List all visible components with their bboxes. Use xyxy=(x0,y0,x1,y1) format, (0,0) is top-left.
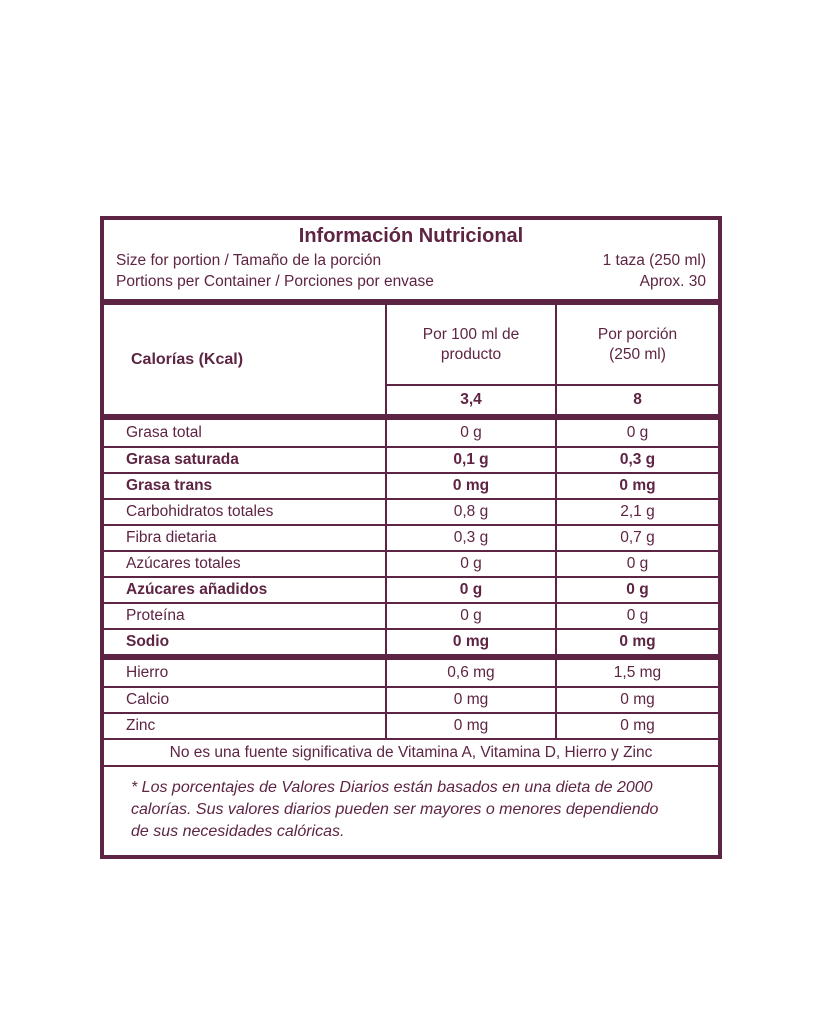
value-per-portion: 0,3 g xyxy=(555,448,718,472)
table-row-grasa-saturada: Grasa saturada 0,1 g 0,3 g xyxy=(104,446,718,472)
table-row-hierro: Hierro 0,6 mg 1,5 mg xyxy=(104,660,718,686)
calories-row-label: Calorías (Kcal) xyxy=(131,350,244,368)
calories-value-per-portion: 8 xyxy=(555,386,718,414)
significance-note: No es una fuente significativa de Vitami… xyxy=(104,738,718,765)
value-per-portion: 1,5 mg xyxy=(555,660,718,686)
value-per-100ml: 0 mg xyxy=(385,714,555,738)
value-per-100ml: 0,8 g xyxy=(385,500,555,524)
servings-per-container-label: Portions per Container / Porciones por e… xyxy=(116,273,434,290)
nutrient-name: Zinc xyxy=(126,717,156,734)
value-per-portion: 0 g xyxy=(555,420,718,446)
servings-per-container-value: Aprox. 30 xyxy=(639,273,706,290)
table-row-fibra-dietaria: Fibra dietaria 0,3 g 0,7 g xyxy=(104,524,718,550)
value-per-100ml: 0 mg xyxy=(385,630,555,654)
value-per-100ml: 0 mg xyxy=(385,688,555,712)
nutrient-name: Grasa saturada xyxy=(126,451,239,468)
calories-section: Calorías (Kcal) Por 100 ml de producto P… xyxy=(104,299,718,414)
calories-value-per-100ml: 3,4 xyxy=(385,386,555,414)
nutrient-name: Hierro xyxy=(126,664,169,681)
value-per-portion: 0 mg xyxy=(555,688,718,712)
nutrient-name: Carbohidratos totales xyxy=(126,503,274,520)
value-per-portion: 0 mg xyxy=(555,630,718,654)
value-per-portion: 0 mg xyxy=(555,714,718,738)
nutrient-name: Proteína xyxy=(126,607,185,624)
value-per-100ml: 0,3 g xyxy=(385,526,555,550)
nutrient-name: Grasa total xyxy=(126,424,202,441)
table-row-sodio: Sodio 0 mg 0 mg xyxy=(104,628,718,654)
label-header: Información Nutricional Size for portion… xyxy=(104,220,718,299)
nutrient-name: Azúcares añadidos xyxy=(126,581,268,598)
nutrition-label: Información Nutricional Size for portion… xyxy=(100,216,722,859)
value-per-portion: 0 g xyxy=(555,578,718,602)
value-per-100ml: 0 mg xyxy=(385,474,555,498)
nutrient-name: Calcio xyxy=(126,691,170,708)
nutrient-name: Fibra dietaria xyxy=(126,529,217,546)
column-header-per-100ml: Por 100 ml de producto xyxy=(385,305,555,386)
table-row-grasa-trans: Grasa trans 0 mg 0 mg xyxy=(104,472,718,498)
serving-size-label: Size for portion / Tamaño de la porción xyxy=(116,252,382,269)
value-per-100ml: 0 g xyxy=(385,604,555,628)
value-per-100ml: 0 g xyxy=(385,578,555,602)
table-row-calcio: Calcio 0 mg 0 mg xyxy=(104,686,718,712)
daily-values-footnote: * Los porcentajes de Valores Diarios est… xyxy=(104,765,718,855)
serving-size-value: 1 taza (250 ml) xyxy=(602,252,706,269)
table-row-zinc: Zinc 0 mg 0 mg xyxy=(104,712,718,738)
column-header-per-portion: Por porción (250 ml) xyxy=(555,305,718,386)
nutrient-name: Azúcares totales xyxy=(126,555,241,572)
table-row-carbohidratos-totales: Carbohidratos totales 0,8 g 2,1 g xyxy=(104,498,718,524)
value-per-100ml: 0 g xyxy=(385,420,555,446)
value-per-portion: 0 g xyxy=(555,552,718,576)
value-per-100ml: 0 g xyxy=(385,552,555,576)
value-per-100ml: 0,1 g xyxy=(385,448,555,472)
value-per-portion: 0,7 g xyxy=(555,526,718,550)
mineral-rows: Hierro 0,6 mg 1,5 mg Calcio 0 mg 0 mg Zinc 0 mg… xyxy=(104,654,718,738)
nutrient-name: Grasa trans xyxy=(126,477,213,494)
servings-per-container-row: Portions per Container / Porciones por e… xyxy=(116,271,706,292)
value-per-portion: 2,1 g xyxy=(555,500,718,524)
value-per-portion: 0 mg xyxy=(555,474,718,498)
nutrient-name: Sodio xyxy=(126,633,170,650)
serving-size-row: Size for portion / Tamaño de la porción … xyxy=(116,250,706,271)
value-per-portion: 0 g xyxy=(555,604,718,628)
label-title: Información Nutricional xyxy=(298,225,524,247)
value-per-100ml: 0,6 mg xyxy=(385,660,555,686)
